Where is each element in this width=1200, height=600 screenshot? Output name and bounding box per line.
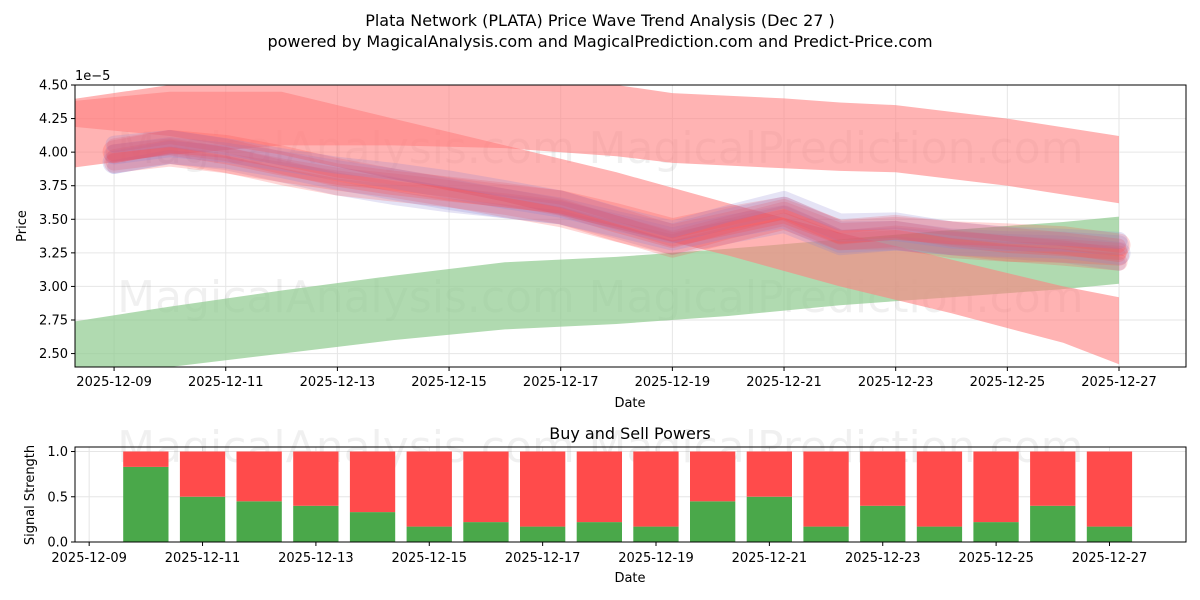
sell-bar — [123, 451, 169, 467]
signal-x-tick-label: 2025-12-21 — [732, 551, 808, 566]
price-bands — [75, 85, 1119, 367]
sell-bar — [690, 451, 736, 502]
price-panel: MagicalAnalysis.com MagicalPrediction.co… — [15, 69, 1187, 411]
buy-bar — [463, 522, 509, 542]
price-x-tick-label: 2025-12-13 — [300, 375, 376, 390]
signal-x-tick-label: 2025-12-13 — [278, 551, 354, 566]
price-wave-line — [105, 130, 1128, 249]
price-y-axis-label: Price — [15, 210, 30, 242]
buy-bar — [179, 496, 226, 542]
price-y-tick-label: 4.50 — [39, 79, 68, 94]
signal-x-tick-label: 2025-12-23 — [845, 551, 921, 566]
price-wave-line — [107, 139, 1126, 262]
chart-subtitle: powered by MagicalAnalysis.com and Magic… — [267, 32, 932, 51]
chart-title: Plata Network (PLATA) Price Wave Trend A… — [365, 11, 835, 30]
y-scale-label: 1e−5 — [75, 69, 110, 84]
price-x-tick-label: 2025-12-11 — [188, 375, 264, 390]
price-x-ticks: 2025-12-09 2025-12-11 2025-12-13 2025-12-15… — [76, 367, 1157, 390]
price-x-tick-label: 2025-12-15 — [411, 375, 487, 390]
signal-y-axis-label: Signal Strength — [23, 445, 38, 545]
price-wave-line — [102, 141, 1131, 265]
price-y-tick-label: 4.00 — [39, 146, 68, 161]
sell-bar — [973, 451, 1019, 523]
sell-bar — [349, 451, 396, 513]
signal-y-tick-label: 0.0 — [47, 536, 68, 551]
signal-x-axis-label: Date — [614, 571, 645, 586]
signal-bars — [123, 451, 1133, 542]
price-y-tick-label: 3.25 — [39, 246, 68, 261]
price-x-tick-label: 2025-12-17 — [523, 375, 599, 390]
signal-x-tick-label: 2025-12-25 — [958, 551, 1034, 566]
sell-bar — [1030, 451, 1076, 506]
sell-bar — [1086, 451, 1133, 527]
signal-chart-title: Buy and Sell Powers — [549, 424, 711, 443]
sell-bar — [803, 451, 849, 527]
price-wave-line — [107, 149, 1126, 271]
price-wave-line — [105, 146, 1128, 271]
signal-panel: Buy and Sell Powers MagicalAnalysis.com … — [23, 422, 1187, 586]
buy-bar — [406, 526, 452, 542]
price-wave-line — [102, 129, 1131, 257]
price-y-tick-label: 4.25 — [39, 112, 68, 127]
signal-y-tick-label: 1.0 — [47, 445, 68, 460]
price-wave-line — [105, 138, 1128, 260]
price-y-tick-label: 2.75 — [39, 314, 68, 329]
sell-bar — [916, 451, 963, 527]
buy-bar — [123, 466, 169, 542]
buy-bar — [236, 501, 282, 542]
sell-bar — [520, 451, 566, 527]
sell-bar — [860, 451, 906, 506]
sell-bar — [406, 451, 452, 527]
price-x-tick-label: 2025-12-27 — [1081, 375, 1157, 390]
buy-bar — [1086, 526, 1133, 542]
price-x-tick-label: 2025-12-19 — [635, 375, 711, 390]
signal-x-tick-label: 2025-12-15 — [391, 551, 467, 566]
signal-axes-frame — [74, 446, 1187, 543]
price-band-red-1 — [75, 91, 1119, 365]
sell-bar — [633, 451, 679, 527]
buy-bar — [860, 505, 906, 542]
price-x-axis-label: Date — [614, 396, 645, 411]
buy-bar — [576, 522, 622, 542]
signal-y-ticks: 0.0 0.5 1.0 — [47, 445, 75, 551]
price-y-ticks: 2.50 2.75 3.00 3.25 3.50 3.75 4.00 4.25 4.50 — [39, 79, 75, 362]
buy-bar — [803, 526, 849, 542]
buy-bar — [746, 496, 792, 542]
price-y-tick-label: 3.00 — [39, 280, 68, 295]
buy-bar — [690, 501, 736, 542]
price-x-tick-label: 2025-12-21 — [746, 375, 822, 390]
signal-x-tick-label: 2025-12-11 — [165, 551, 241, 566]
price-axes-frame — [74, 84, 1187, 368]
signal-x-tick-label: 2025-12-27 — [1072, 551, 1148, 566]
signal-x-ticks: 2025-12-09 2025-12-11 2025-12-13 2025-12-15… — [51, 542, 1147, 566]
price-x-tick-label: 2025-12-09 — [76, 375, 152, 390]
buy-bar — [916, 526, 963, 542]
price-y-tick-label: 3.50 — [39, 213, 68, 228]
price-wave-line — [104, 137, 1129, 256]
buy-bar — [349, 512, 396, 542]
buy-bar — [520, 526, 566, 542]
buy-bar — [293, 505, 339, 542]
signal-y-tick-label: 0.5 — [47, 490, 68, 505]
buy-bar — [973, 522, 1019, 542]
signal-x-tick-label: 2025-12-09 — [51, 551, 127, 566]
buy-bar — [633, 526, 679, 542]
buy-bar — [1030, 505, 1076, 542]
price-wave-line — [104, 146, 1129, 266]
price-y-tick-label: 3.75 — [39, 179, 68, 194]
price-x-tick-label: 2025-12-25 — [970, 375, 1046, 390]
sell-bar — [746, 451, 792, 497]
price-y-tick-label: 2.50 — [39, 347, 68, 362]
sell-bar — [236, 451, 282, 502]
price-wave-fan — [102, 129, 1131, 271]
signal-x-tick-label: 2025-12-17 — [505, 551, 581, 566]
signal-x-tick-label: 2025-12-19 — [618, 551, 694, 566]
price-wave-line — [107, 130, 1126, 253]
sell-bar — [179, 451, 226, 497]
sell-bar — [576, 451, 622, 523]
sell-bar — [293, 451, 339, 506]
sell-bar — [463, 451, 509, 523]
price-x-tick-label: 2025-12-23 — [858, 375, 934, 390]
